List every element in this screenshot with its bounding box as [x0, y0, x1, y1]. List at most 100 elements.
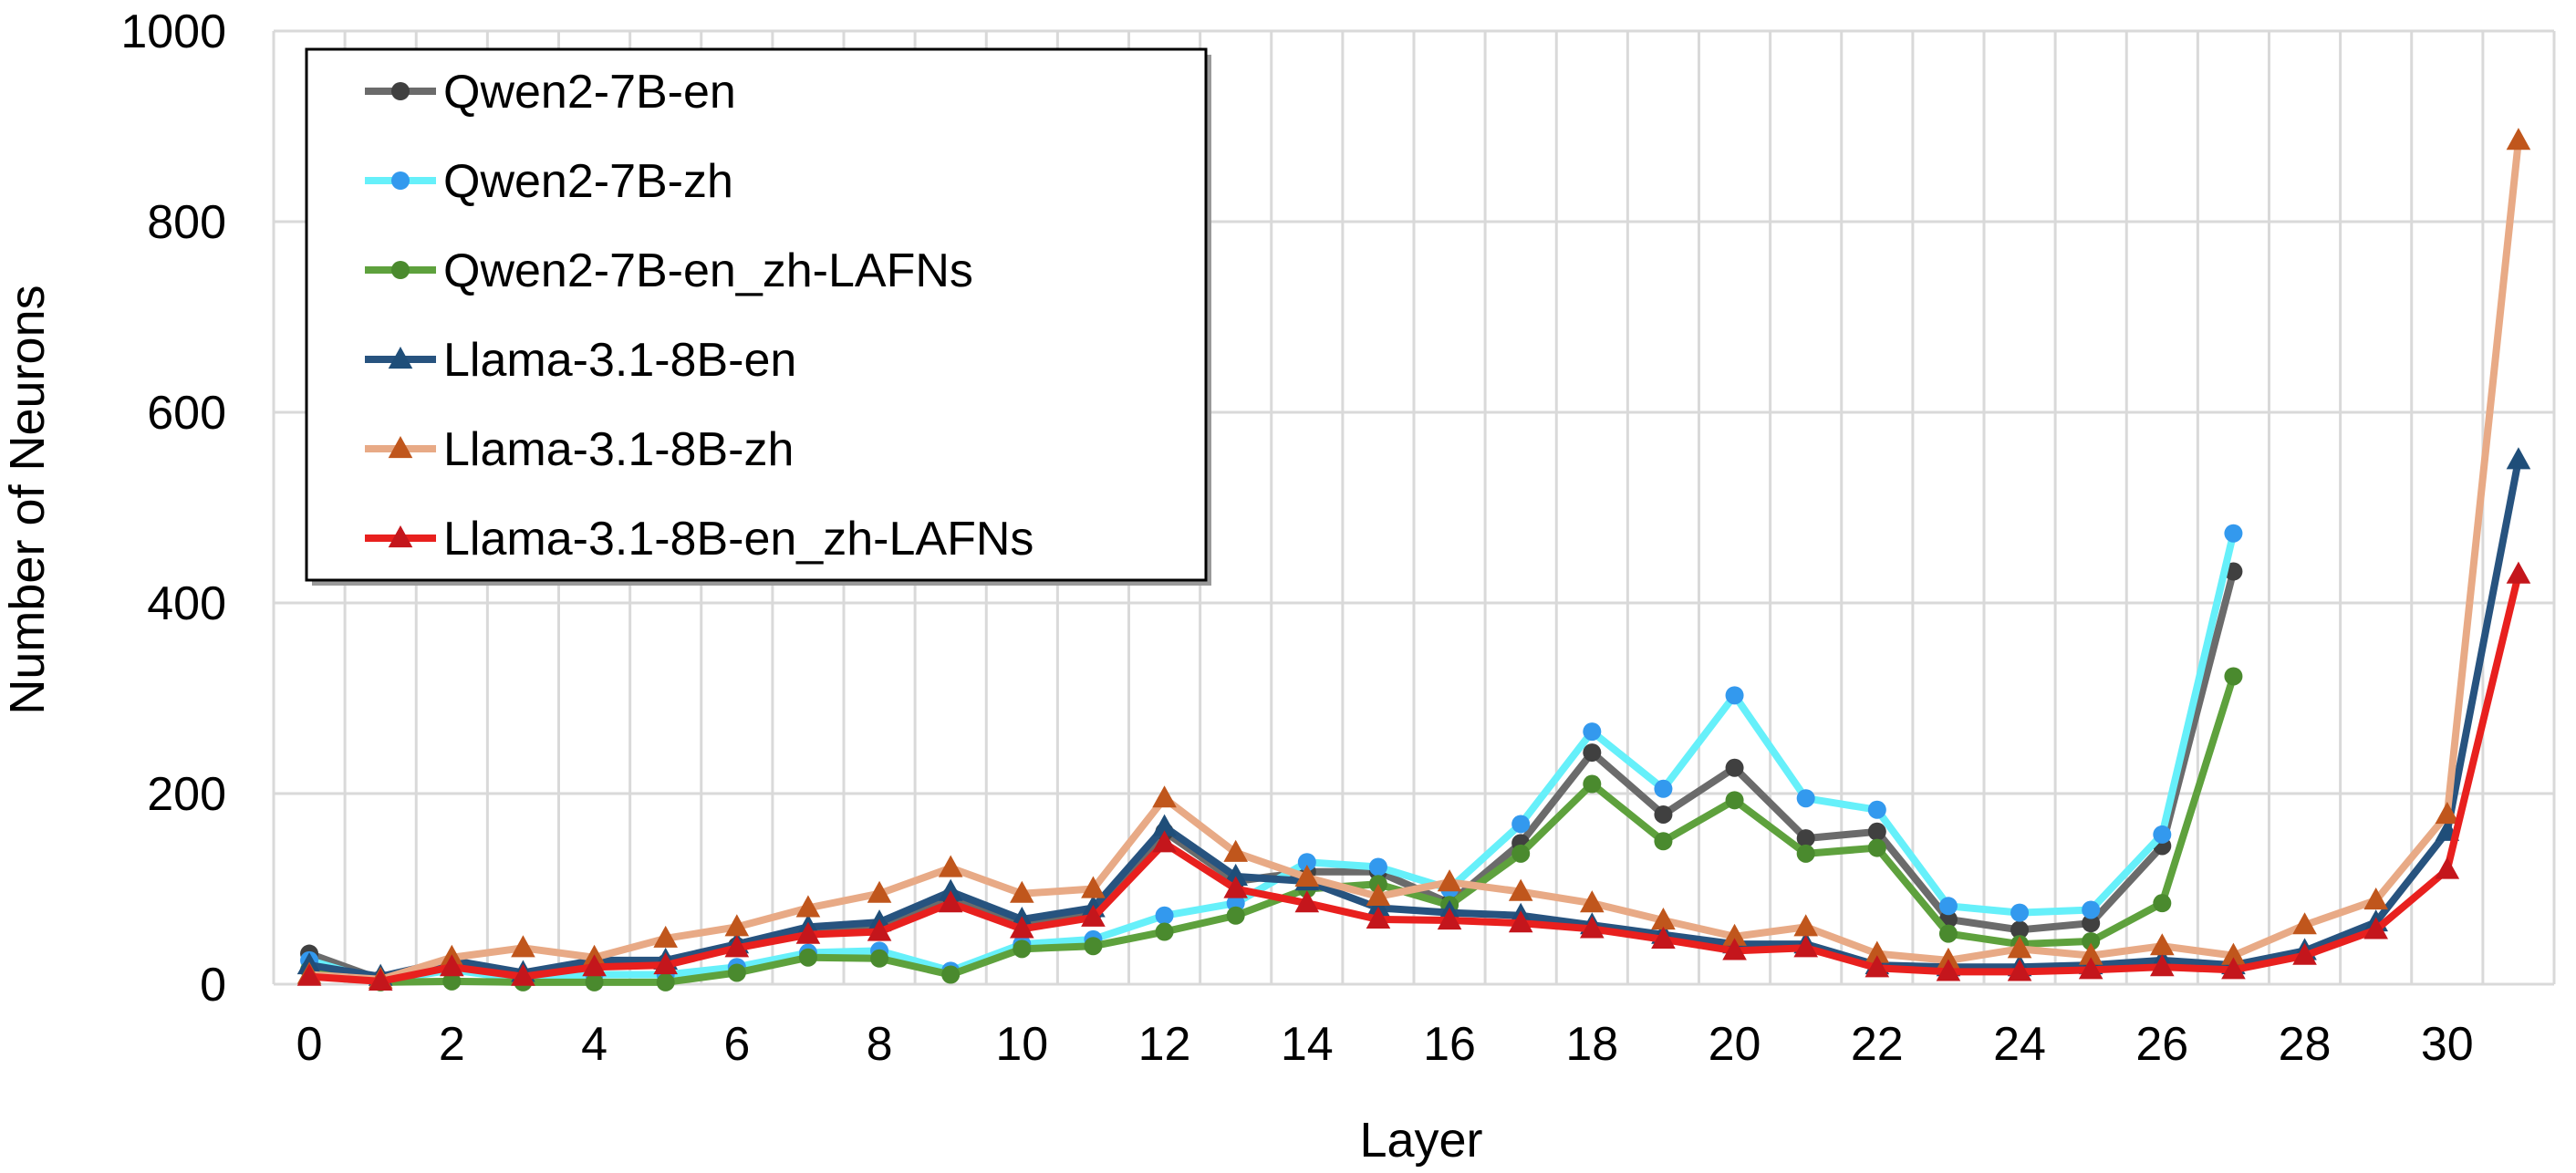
- data-point: [653, 952, 678, 975]
- legend-marker: [388, 347, 413, 369]
- legend-item: Qwen2-7B-zh: [365, 155, 733, 208]
- data-point: [368, 968, 393, 991]
- legend-item: Llama-3.1-8B-zh: [365, 423, 794, 476]
- data-point: [867, 919, 892, 941]
- data-point: [2007, 936, 2032, 959]
- series-llama-3-1-8b-en-zh-lafns: [296, 561, 2531, 991]
- series-line: [306, 137, 2522, 983]
- data-point: [1722, 938, 1747, 960]
- legend-item: Qwen2-7B-en_zh-LAFNs: [365, 244, 973, 297]
- series-line: [306, 672, 2238, 986]
- data-point: [1152, 830, 1177, 853]
- data-point: [1864, 940, 1890, 963]
- data-point: [724, 914, 750, 937]
- data-point: [1297, 853, 1316, 872]
- data-point: [941, 965, 961, 984]
- data-point: [1725, 758, 1744, 777]
- data-point: [1226, 906, 1245, 925]
- data-point: [1294, 864, 1320, 888]
- y-tick-label: 1000: [120, 5, 226, 58]
- data-point: [1010, 916, 1034, 939]
- data-point: [2224, 667, 2243, 686]
- data-point: [1651, 907, 1676, 930]
- data-point: [2435, 801, 2460, 825]
- data-point: [1084, 937, 1103, 956]
- y-tick-label: 600: [147, 387, 226, 440]
- data-point: [870, 949, 889, 968]
- x-tick-label: 30: [2421, 1018, 2474, 1071]
- legend-label: Llama-3.1-8B-en_zh-LAFNs: [443, 513, 1034, 566]
- data-point: [2292, 912, 2317, 935]
- data-point: [1580, 916, 1605, 939]
- data-point: [1152, 814, 1177, 836]
- data-point: [1864, 955, 1890, 978]
- x-tick-label: 18: [1565, 1018, 1618, 1071]
- data-point: [296, 963, 322, 986]
- x-tick-label: 26: [2135, 1018, 2188, 1071]
- legend-marker: [391, 261, 410, 279]
- y-tick-label: 800: [147, 196, 226, 249]
- data-point: [511, 963, 535, 986]
- legend-marker: [391, 82, 410, 100]
- x-tick-label: 14: [1281, 1018, 1334, 1071]
- data-point: [2082, 931, 2101, 950]
- legend-item: Llama-3.1-8B-en: [365, 334, 796, 387]
- data-point: [2506, 447, 2531, 470]
- data-point: [1867, 838, 1886, 857]
- x-tick-label: 16: [1423, 1018, 1476, 1071]
- series-line: [306, 529, 2238, 985]
- data-point: [1867, 822, 1886, 841]
- y-tick-label: 200: [147, 768, 226, 821]
- data-point: [2078, 942, 2103, 965]
- x-tick-label: 8: [867, 1018, 893, 1071]
- y-axis-title: Number of Neurons: [0, 285, 55, 714]
- data-point: [1796, 844, 1815, 863]
- data-point: [2007, 959, 2032, 981]
- data-point: [653, 925, 678, 948]
- data-point: [938, 878, 963, 901]
- data-point: [2082, 914, 2101, 933]
- data-point: [1511, 815, 1531, 834]
- data-point: [2506, 128, 2531, 151]
- data-point: [2506, 561, 2531, 584]
- data-point: [1223, 839, 1248, 862]
- data-point: [1155, 922, 1174, 941]
- data-point: [1368, 857, 1387, 877]
- data-point: [798, 948, 817, 967]
- x-tick-label: 12: [1138, 1018, 1191, 1071]
- data-point: [1583, 774, 1602, 794]
- data-point: [1155, 906, 1174, 925]
- data-point: [2078, 957, 2103, 980]
- data-point: [442, 971, 462, 991]
- data-point: [1366, 906, 1391, 929]
- data-point: [1651, 926, 1676, 949]
- x-axis-title: Layer: [1359, 1113, 1482, 1168]
- x-tick-label: 20: [1709, 1018, 1761, 1071]
- data-point: [2153, 894, 2172, 913]
- x-tick-label: 4: [581, 1018, 608, 1071]
- data-point: [1725, 791, 1744, 810]
- data-point: [656, 972, 675, 991]
- data-point: [1793, 935, 1818, 958]
- data-point: [1081, 904, 1106, 927]
- data-point: [2221, 957, 2246, 980]
- data-point: [2224, 524, 2243, 543]
- data-point: [1938, 897, 1958, 916]
- legend-label: Llama-3.1-8B-en: [443, 334, 796, 387]
- data-point: [1437, 869, 1462, 892]
- data-point: [2153, 825, 2172, 844]
- series-line: [306, 570, 2522, 985]
- data-point: [440, 954, 464, 977]
- data-point: [1654, 832, 1673, 851]
- data-point: [2082, 900, 2101, 919]
- legend-label: Qwen2-7B-zh: [443, 155, 733, 208]
- data-point: [1936, 947, 1961, 970]
- data-point: [1793, 914, 1818, 937]
- y-tick-label: 0: [200, 959, 226, 1012]
- data-point: [2010, 903, 2030, 922]
- legend-item: Qwen2-7B-en: [365, 66, 736, 119]
- legend-marker: [388, 436, 413, 459]
- x-tick-label: 6: [723, 1018, 750, 1071]
